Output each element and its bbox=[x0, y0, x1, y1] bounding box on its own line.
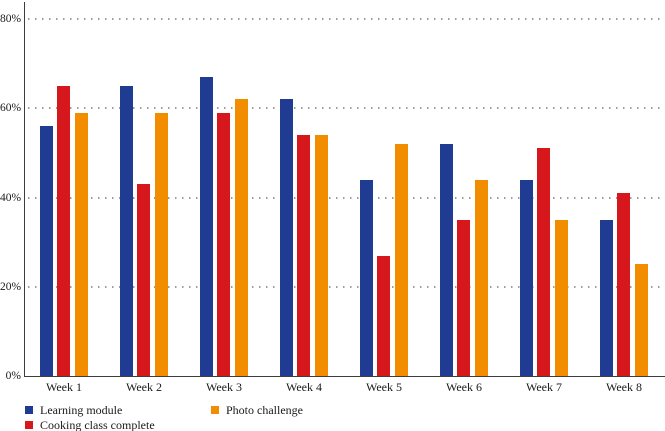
bar-photo-challenge-week-2 bbox=[155, 112, 168, 376]
legend-item-cooking-class-complete: Cooking class complete bbox=[25, 419, 155, 431]
x-tick-label: Week 8 bbox=[605, 380, 643, 394]
bar-photo-challenge-week-1 bbox=[75, 112, 88, 376]
bar-cooking-class-complete-week-8 bbox=[617, 193, 630, 376]
legend-swatch-photo-challenge bbox=[211, 406, 219, 414]
legend-item-photo-challenge: Photo challenge bbox=[211, 404, 303, 416]
bar-photo-challenge-week-5 bbox=[395, 143, 408, 376]
y-tick-label: 80% bbox=[0, 13, 22, 25]
legend-label-learning-module: Learning module bbox=[40, 403, 123, 417]
bar-learning-module-week-4 bbox=[280, 99, 293, 376]
bar-cooking-class-complete-week-3 bbox=[217, 112, 230, 376]
x-tick-label: Week 6 bbox=[445, 380, 483, 394]
bar-photo-challenge-week-4 bbox=[315, 135, 328, 376]
x-tick-label: Week 7 bbox=[525, 380, 563, 394]
legend-item-learning-module: Learning module bbox=[25, 404, 122, 416]
bar-cooking-class-complete-week-5 bbox=[377, 255, 390, 376]
bar-learning-module-week-3 bbox=[200, 77, 213, 376]
x-axis-line bbox=[24, 376, 665, 377]
bar-cooking-class-complete-week-1 bbox=[57, 85, 70, 376]
gridline-40 bbox=[28, 196, 662, 199]
bar-learning-module-week-7 bbox=[520, 179, 533, 376]
bar-learning-module-week-8 bbox=[600, 219, 613, 376]
bar-learning-module-week-1 bbox=[40, 126, 53, 376]
bar-cooking-class-complete-week-4 bbox=[297, 135, 310, 376]
bar-photo-challenge-week-3 bbox=[235, 99, 248, 376]
bar-cooking-class-complete-week-7 bbox=[537, 148, 550, 376]
legend-swatch-learning-module bbox=[25, 406, 33, 414]
gridline-20 bbox=[28, 285, 662, 288]
y-axis-line bbox=[24, 2, 25, 377]
bar-learning-module-week-6 bbox=[440, 143, 453, 376]
x-tick-label: Week 2 bbox=[125, 380, 163, 394]
x-tick-label: Week 3 bbox=[205, 380, 243, 394]
legend-label-cooking-class-complete: Cooking class complete bbox=[40, 418, 155, 431]
y-tick-label: 0% bbox=[5, 370, 21, 382]
legend-swatch-cooking-class-complete bbox=[25, 421, 33, 429]
bar-learning-module-week-5 bbox=[360, 179, 373, 376]
gridline-80 bbox=[28, 18, 662, 20]
bar-photo-challenge-week-8 bbox=[635, 264, 648, 376]
bar-learning-module-week-2 bbox=[120, 85, 133, 376]
x-tick-label: Week 1 bbox=[45, 380, 83, 394]
y-tick-label: 20% bbox=[0, 280, 22, 293]
x-tick-label: Week 4 bbox=[285, 380, 323, 394]
bar-cooking-class-complete-week-2 bbox=[137, 184, 150, 376]
y-tick-label: 60% bbox=[0, 102, 22, 115]
bar-photo-challenge-week-7 bbox=[555, 219, 568, 376]
bar-cooking-class-complete-week-6 bbox=[457, 219, 470, 376]
legend-label-photo-challenge: Photo challenge bbox=[226, 403, 303, 417]
bar-photo-challenge-week-6 bbox=[475, 179, 488, 376]
gridline-60 bbox=[28, 107, 662, 110]
y-tick-label: 40% bbox=[0, 191, 22, 204]
x-tick-label: Week 5 bbox=[365, 380, 403, 394]
